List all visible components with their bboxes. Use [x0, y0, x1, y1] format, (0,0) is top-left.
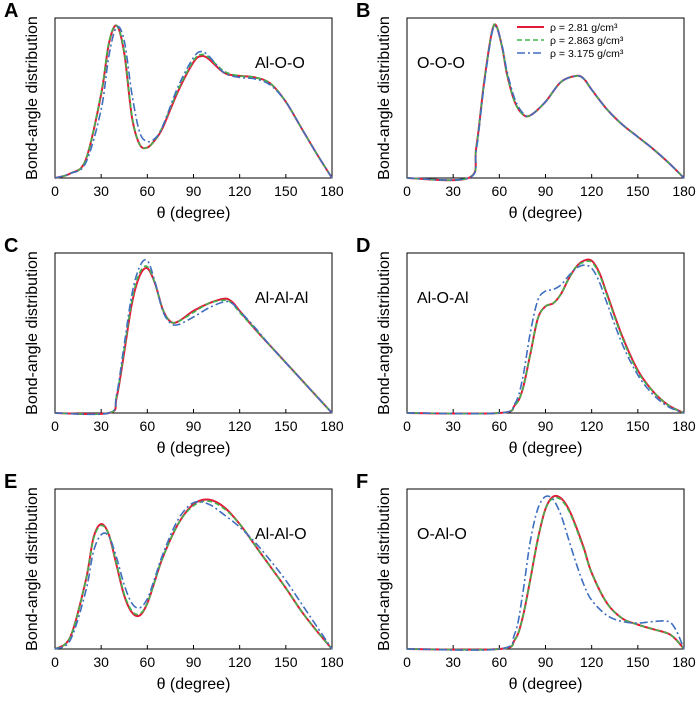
panel-title: Al-Al-O [255, 526, 307, 543]
x-axis-title: θ (degree) [157, 205, 231, 222]
x-tick-label: 60 [140, 183, 156, 199]
x-tick-label: 90 [186, 654, 202, 670]
series-line-2 [406, 260, 685, 415]
x-tick-label: 0 [403, 183, 411, 199]
plot-frame [54, 17, 333, 179]
panel-letter: C [4, 235, 18, 257]
x-axis-title: θ (degree) [157, 676, 231, 693]
x-tick-label: 180 [320, 418, 344, 434]
plot-frame [54, 252, 333, 414]
x-tick-label: 90 [186, 183, 202, 199]
x-tick-label: 0 [51, 654, 59, 670]
panel-title: Al-Al-Al [255, 290, 308, 307]
x-axis-title: θ (degree) [509, 676, 583, 693]
y-axis-title: Bond-angle distribution [376, 16, 393, 180]
y-axis-title: Bond-angle distribution [376, 487, 393, 651]
x-tick-label: 30 [93, 418, 109, 434]
y-axis-title: Bond-angle distribution [24, 487, 41, 651]
y-axis-title: Bond-angle distribution [24, 251, 41, 415]
x-axis-title: θ (degree) [509, 440, 583, 457]
panel-title: O-O-O [417, 55, 465, 72]
x-axis-title: θ (degree) [157, 440, 231, 457]
series-line-3 [406, 264, 685, 415]
panel-c: 0 30 60 90 120 150 180 θ (degree) Bond-angle dis… [4, 235, 344, 457]
series-line-2 [54, 265, 333, 416]
x-tick-label: 30 [93, 654, 109, 670]
x-tick-label: 30 [445, 183, 461, 199]
panel-b: 0 30 60 90 120 150 180 θ (degree) Bond-angle dis… [356, 0, 696, 222]
x-tick-label: 150 [626, 654, 650, 670]
x-tick-label: 180 [320, 183, 344, 199]
x-tick-label: 30 [445, 654, 461, 670]
x-tick-label: 60 [492, 183, 508, 199]
y-axis-title: Bond-angle distribution [24, 16, 41, 180]
series-line-3 [406, 495, 685, 651]
panel-e: 0 30 60 90 120 150 180 θ (degree) Bond-angle dis… [4, 471, 344, 693]
series-line-1 [406, 258, 685, 415]
series-line-3 [54, 258, 333, 416]
x-tick-label: 120 [580, 654, 604, 670]
plot-frame [406, 17, 685, 179]
series-line-1 [54, 24, 333, 179]
x-tick-label: 30 [445, 418, 461, 434]
legend-label-2: ρ = 2.863 g/cm³ [550, 35, 624, 47]
x-axis-title: θ (degree) [509, 205, 583, 222]
x-tick-label: 120 [228, 654, 252, 670]
x-tick-label: 180 [672, 418, 696, 434]
panel-letter: A [4, 0, 18, 22]
x-tick-label: 30 [93, 183, 109, 199]
x-tick-label: 120 [228, 183, 252, 199]
plot-frame [54, 488, 333, 650]
x-tick-label: 90 [538, 418, 554, 434]
series-line-3 [406, 25, 685, 181]
x-tick-label: 0 [403, 418, 411, 434]
x-tick-label: 90 [186, 418, 202, 434]
panel-letter: E [4, 471, 17, 493]
x-tick-label: 120 [228, 418, 252, 434]
panel-title: Al-O-Al [417, 290, 469, 307]
y-axis-title: Bond-angle distribution [376, 251, 393, 415]
x-tick-label: 150 [274, 183, 298, 199]
x-tick-label: 0 [51, 183, 59, 199]
x-tick-label: 180 [320, 654, 344, 670]
panel-letter: B [356, 0, 370, 22]
x-tick-label: 90 [538, 654, 554, 670]
plot-frame [406, 488, 685, 650]
panel-letter: D [356, 235, 370, 257]
panel-d: 0 30 60 90 120 150 180 θ (degree) Bond-angle dis… [356, 235, 696, 457]
x-tick-label: 150 [626, 183, 650, 199]
panel-letter: F [356, 471, 368, 493]
x-tick-label: 60 [140, 654, 156, 670]
x-tick-label: 180 [672, 654, 696, 670]
panel-f: 0 30 60 90 120 150 180 θ (degree) Bond-angle dis… [356, 471, 696, 693]
panel-title: Al-O-O [255, 55, 305, 72]
legend-label-3: ρ = 3.175 g/cm³ [550, 48, 624, 60]
x-tick-label: 60 [140, 418, 156, 434]
x-tick-label: 120 [580, 183, 604, 199]
x-tick-label: 150 [274, 654, 298, 670]
x-tick-label: 0 [403, 654, 411, 670]
series-line-3 [54, 500, 333, 650]
x-tick-label: 120 [580, 418, 604, 434]
series-line-2 [406, 496, 685, 651]
legend-label-1: ρ = 2.81 g/cm³ [550, 22, 618, 34]
x-tick-label: 180 [672, 183, 696, 199]
x-tick-label: 0 [51, 418, 59, 434]
x-tick-label: 150 [274, 418, 298, 434]
x-tick-label: 60 [492, 654, 508, 670]
plot-frame [406, 252, 685, 414]
series-line-2 [54, 500, 333, 650]
panel-a: 0 30 60 90 120 150 180 θ (degree) Bond-angle dis… [4, 0, 344, 222]
series-line-1 [54, 498, 333, 650]
x-tick-label: 60 [492, 418, 508, 434]
x-tick-label: 90 [538, 183, 554, 199]
x-tick-label: 150 [626, 418, 650, 434]
series-line-2 [54, 24, 333, 179]
series-line-3 [54, 25, 333, 179]
panel-title: O-Al-O [417, 526, 467, 543]
